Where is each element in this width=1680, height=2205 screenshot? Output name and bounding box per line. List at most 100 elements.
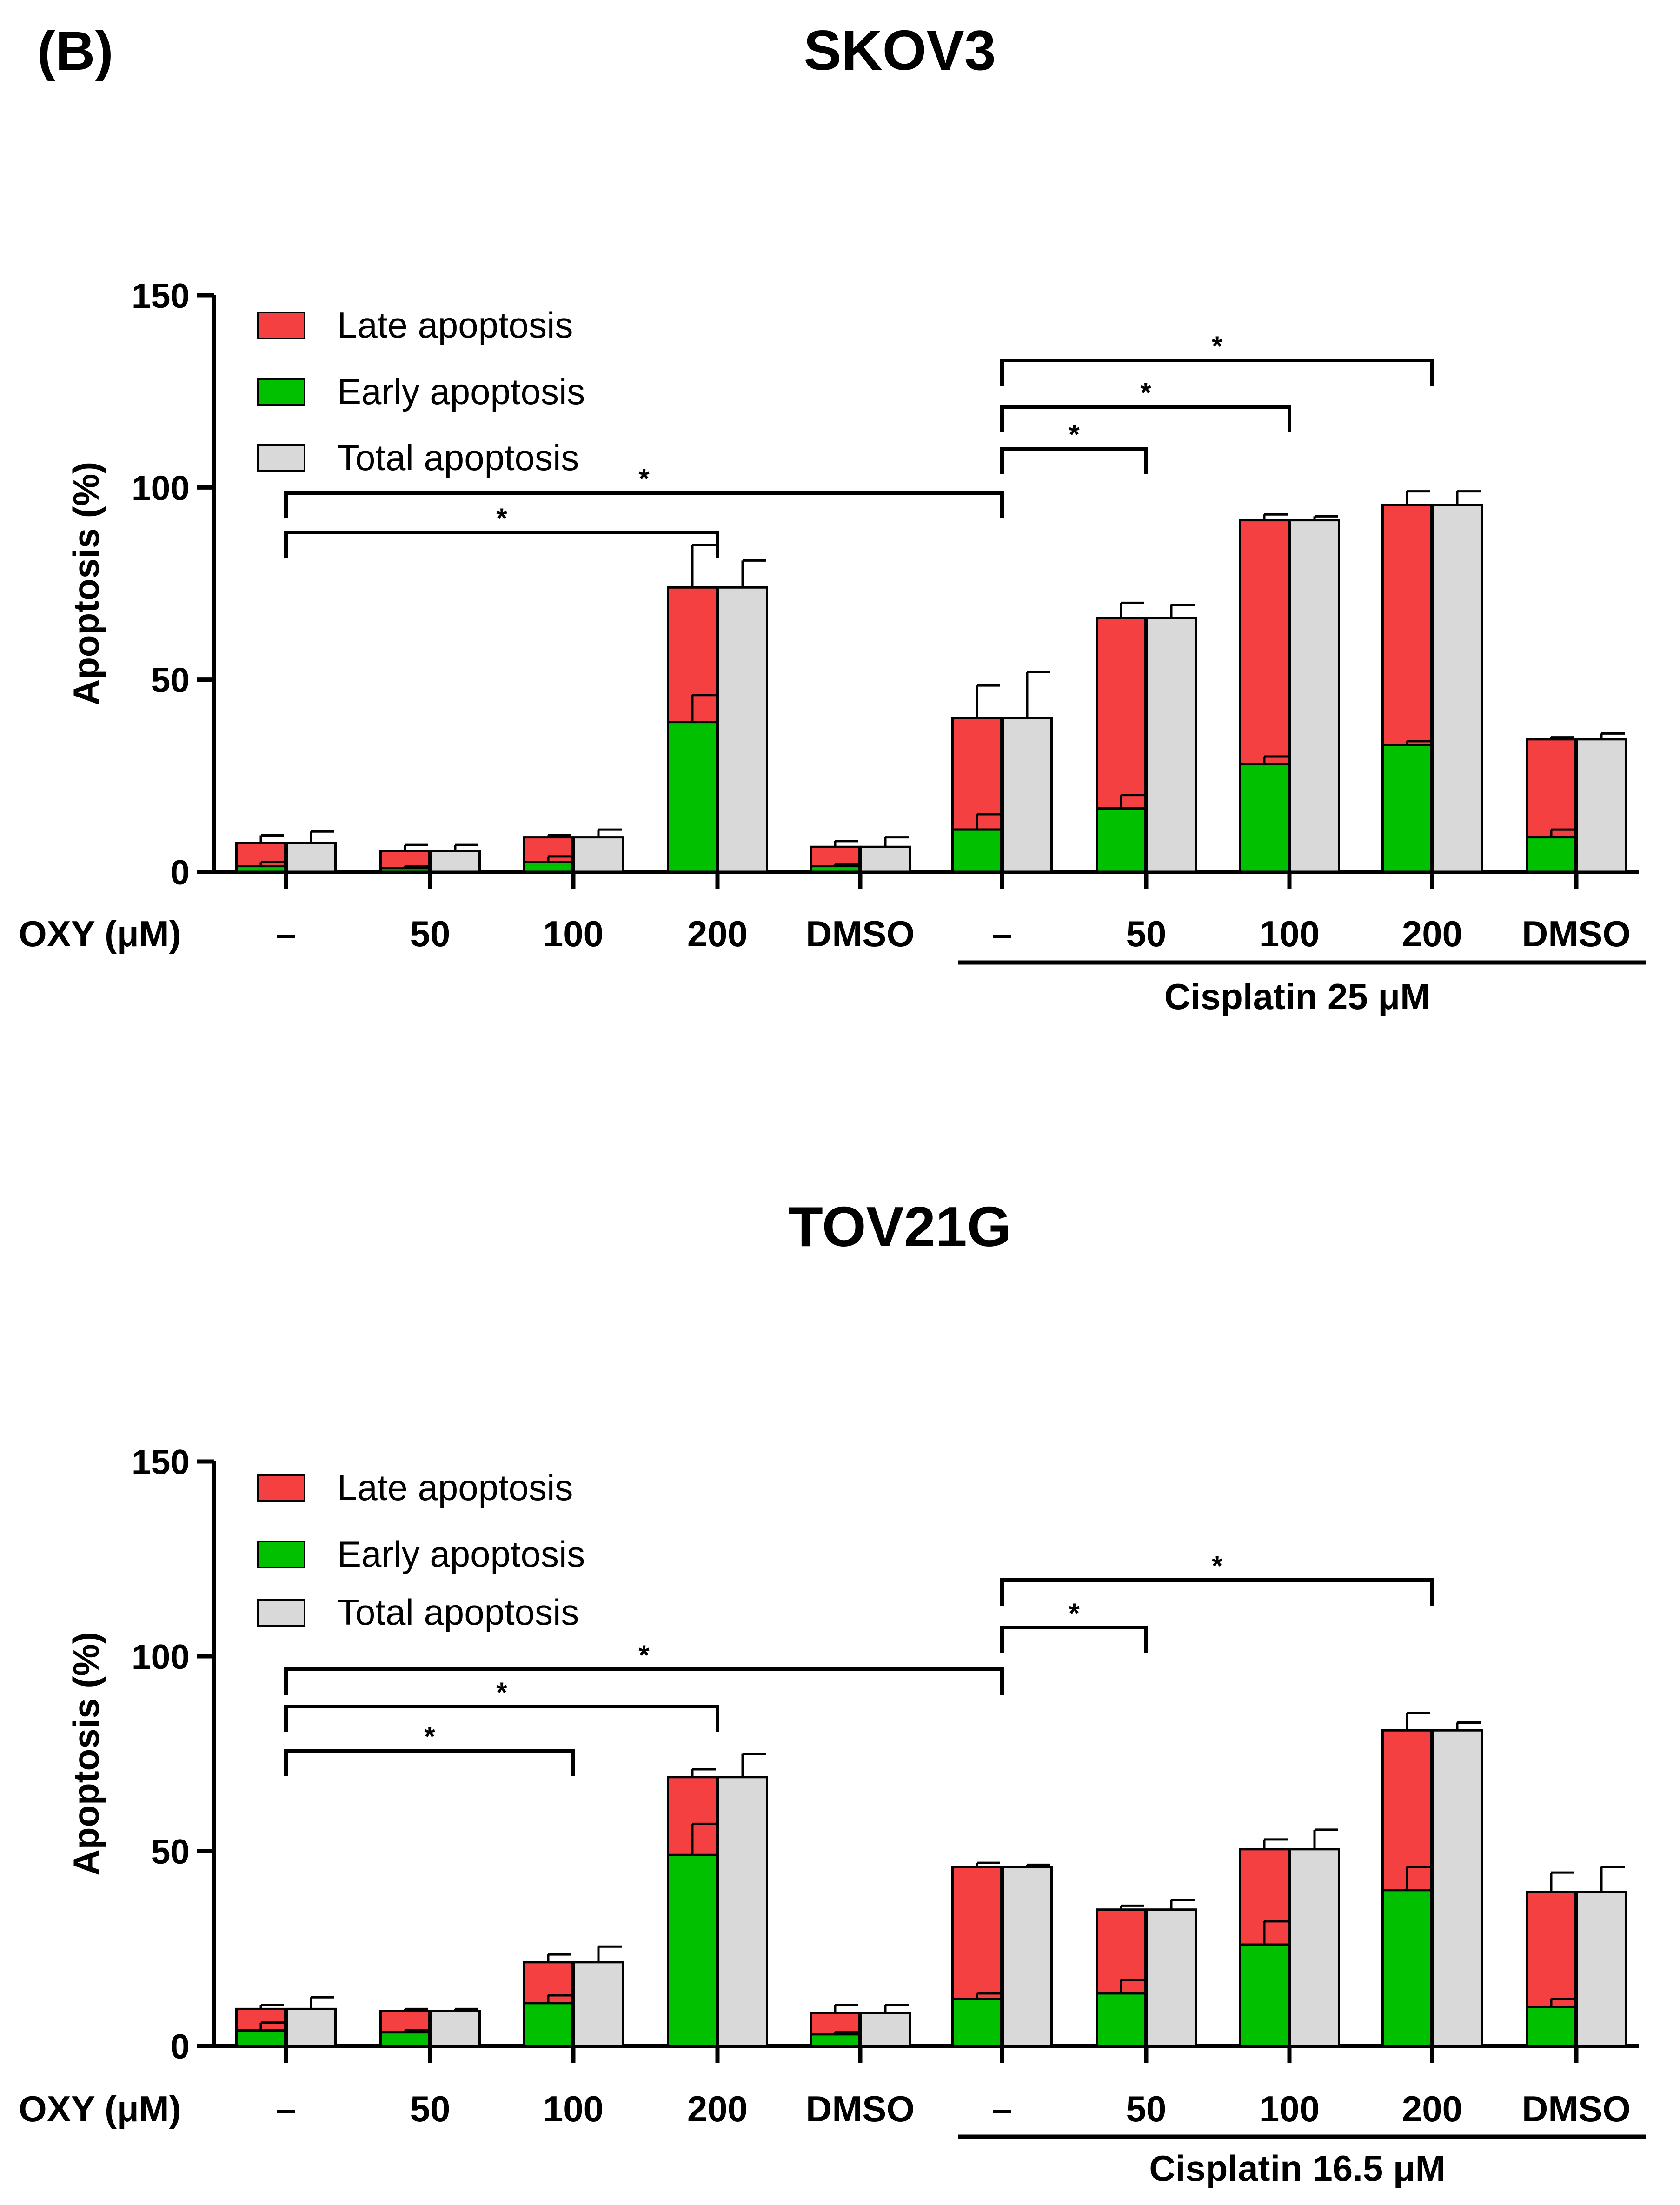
bar-total-apoptosis xyxy=(286,2007,337,2047)
bar-early-apoptosis xyxy=(523,2002,574,2047)
bar-early-apoptosis xyxy=(1239,1943,1290,2047)
significance-bracket xyxy=(284,1749,575,1776)
y-tick-label: 100 xyxy=(132,1637,190,1676)
legend-label: Total apoptosis xyxy=(337,437,579,478)
x-category-label: 100 xyxy=(1259,2088,1320,2129)
bar-total-apoptosis xyxy=(430,850,481,873)
bar-early-apoptosis xyxy=(235,865,286,873)
bar-total-apoptosis xyxy=(1432,1729,1483,2047)
significance-bracket xyxy=(1000,405,1291,432)
significance-bracket xyxy=(1000,1578,1434,1606)
bar-total-apoptosis xyxy=(1146,1908,1197,2047)
legend-swatch xyxy=(257,444,305,472)
legend-swatch xyxy=(257,378,305,406)
bar-early-apoptosis xyxy=(379,867,431,873)
bar-total-apoptosis xyxy=(430,2010,481,2047)
bar-late-apoptosis xyxy=(379,2010,431,2034)
bar-early-apoptosis xyxy=(1381,1889,1433,2047)
x-category-label: DMSO xyxy=(806,2088,915,2129)
y-axis-label: Apoptosis (%) xyxy=(66,462,106,705)
bar-early-apoptosis xyxy=(951,1998,1003,2047)
bar-total-apoptosis xyxy=(1289,519,1340,873)
x-category-label: 200 xyxy=(1402,2088,1462,2129)
chart-tov21g: TOV21G Apoptosis (%) 0 50 100 150 OXY (μM) – 50 1… xyxy=(19,1195,1646,2189)
significance-label: * xyxy=(496,503,507,534)
bar-late-apoptosis xyxy=(1381,1729,1433,1892)
cisplatin-group-label: Cisplatin 16.5 μM xyxy=(1149,2148,1445,2189)
cisplatin-group-label: Cisplatin 25 μM xyxy=(1164,976,1430,1017)
x-category-label: 50 xyxy=(1126,913,1167,954)
legend-label: Early apoptosis xyxy=(337,371,585,412)
bar-total-apoptosis xyxy=(286,842,337,873)
significance-bracket xyxy=(1000,447,1148,474)
significance-label: * xyxy=(1069,419,1080,450)
bar-early-apoptosis xyxy=(1096,807,1147,873)
legend-label: Early apoptosis xyxy=(337,1534,585,1574)
x-category-label: 50 xyxy=(1126,2088,1167,2129)
bar-late-apoptosis xyxy=(951,1866,1003,2000)
bar-late-apoptosis xyxy=(667,586,718,724)
significance-label: * xyxy=(424,1721,435,1752)
x-category-label: DMSO xyxy=(1522,913,1631,954)
bar-total-apoptosis xyxy=(860,845,911,873)
bar-total-apoptosis xyxy=(860,2012,911,2047)
bar-late-apoptosis xyxy=(1526,738,1577,839)
x-category-label: – xyxy=(276,913,296,954)
panel-label: (B) xyxy=(37,20,113,82)
bar-total-apoptosis xyxy=(1432,504,1483,873)
y-tick-label: 50 xyxy=(151,661,190,700)
legend-swatch xyxy=(257,1541,305,1568)
x-category-label: – xyxy=(992,913,1012,954)
bar-early-apoptosis xyxy=(1096,1992,1147,2047)
x-category-label: 100 xyxy=(543,913,604,954)
x-category-label: 50 xyxy=(410,2088,451,2129)
x-category-label: DMSO xyxy=(1522,2088,1631,2129)
chart-title: SKOV3 xyxy=(803,19,996,82)
bar-total-apoptosis xyxy=(1576,1891,1627,2047)
bar-late-apoptosis xyxy=(1526,1891,1577,2008)
bar-early-apoptosis xyxy=(667,721,718,873)
y-axis-label: Apoptosis (%) xyxy=(66,1632,106,1875)
x-category-label: 200 xyxy=(687,913,748,954)
significance-label: * xyxy=(1212,331,1223,362)
bar-early-apoptosis xyxy=(523,861,574,873)
bar-total-apoptosis xyxy=(1002,1866,1053,2047)
bar-early-apoptosis xyxy=(1526,836,1577,873)
x-category-label: 200 xyxy=(687,2088,748,2129)
bar-early-apoptosis xyxy=(810,2033,861,2047)
significance-bracket xyxy=(284,1705,719,1732)
y-tick-label: 0 xyxy=(170,853,190,892)
bar-early-apoptosis xyxy=(1526,2006,1577,2047)
bar-total-apoptosis xyxy=(717,1776,768,2047)
x-category-label: 100 xyxy=(1259,913,1320,954)
chart-skov3: SKOV3 Apoptosis (%) 0 50 100 150 OXY (μM) – 50 10… xyxy=(19,19,1646,1017)
bar-early-apoptosis xyxy=(667,1853,718,2047)
bar-total-apoptosis xyxy=(1576,738,1627,873)
x-row-label: OXY (μM) xyxy=(19,2088,181,2129)
bar-early-apoptosis xyxy=(951,828,1003,873)
x-category-label: 200 xyxy=(1402,913,1462,954)
bar-total-apoptosis xyxy=(717,586,768,873)
bar-early-apoptosis xyxy=(1239,763,1290,873)
bar-early-apoptosis xyxy=(1381,744,1433,873)
significance-label: * xyxy=(1140,377,1151,408)
legend-swatch xyxy=(257,1599,305,1627)
y-tick-label: 150 xyxy=(132,276,190,315)
significance-bracket xyxy=(284,531,719,558)
bar-late-apoptosis xyxy=(1239,519,1290,766)
bar-early-apoptosis xyxy=(379,2031,431,2047)
x-category-label: DMSO xyxy=(806,913,915,954)
y-tick-label: 50 xyxy=(151,1832,190,1871)
legend-label: Total apoptosis xyxy=(337,1592,579,1633)
x-category-label: – xyxy=(276,2088,296,2129)
bar-late-apoptosis xyxy=(810,2012,861,2036)
bar-early-apoptosis xyxy=(810,865,861,873)
legend-swatch xyxy=(257,312,305,339)
significance-label: * xyxy=(496,1677,507,1708)
x-category-label: 100 xyxy=(543,2088,604,2129)
legend-swatch xyxy=(257,1474,305,1502)
significance-bracket xyxy=(284,1667,1004,1695)
bar-late-apoptosis xyxy=(951,717,1003,831)
significance-bracket xyxy=(1000,359,1434,386)
